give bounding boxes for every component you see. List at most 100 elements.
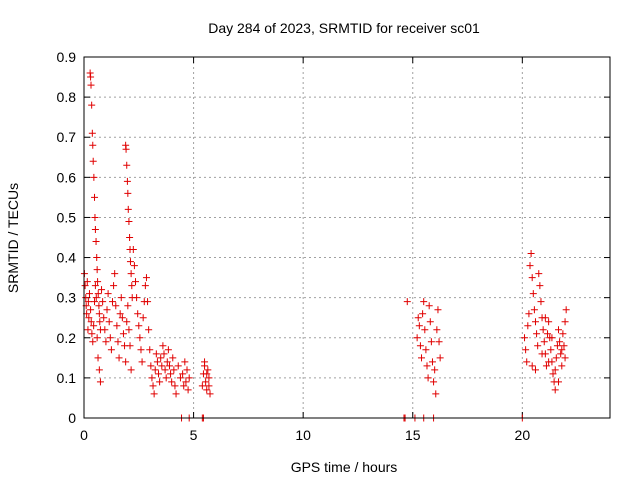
data-point: [559, 330, 567, 338]
data-point: [414, 314, 422, 322]
data-point: [525, 310, 533, 318]
x-tick-label: 20: [515, 427, 531, 443]
data-point: [561, 354, 569, 362]
data-point: [180, 382, 188, 390]
data-point: [556, 338, 564, 346]
data-point: [92, 238, 100, 246]
data-point: [95, 302, 103, 310]
data-point: [91, 193, 99, 201]
data-points: [80, 69, 570, 422]
data-point: [176, 374, 184, 382]
data-point: [132, 278, 140, 286]
data-point: [82, 294, 90, 302]
data-point: [90, 322, 98, 330]
y-tick-label: 0.9: [57, 49, 77, 65]
x-tick-label: 15: [405, 427, 421, 443]
data-point: [554, 326, 562, 334]
data-point: [84, 298, 92, 306]
data-point: [185, 374, 193, 382]
chart-title: Day 284 of 2023, SRMTID for receiver sc0…: [208, 20, 480, 36]
data-point: [436, 354, 444, 362]
data-point: [114, 338, 122, 346]
data-point: [183, 366, 191, 374]
data-point: [123, 318, 131, 326]
data-point: [552, 354, 560, 362]
data-point: [129, 246, 137, 254]
y-axis-label: SRMTID / TECUs: [5, 183, 21, 293]
data-point: [136, 334, 144, 342]
data-point: [123, 161, 131, 169]
data-point: [88, 101, 96, 109]
data-point: [522, 346, 530, 354]
data-point: [125, 326, 133, 334]
data-point: [418, 354, 426, 362]
data-point: [205, 382, 213, 390]
data-point: [413, 334, 421, 342]
data-point: [527, 250, 535, 258]
data-point: [91, 298, 99, 306]
data-point: [88, 129, 96, 137]
x-tick-label: 5: [190, 427, 198, 443]
data-point: [434, 306, 442, 314]
x-tick-label: 0: [80, 427, 88, 443]
data-point: [523, 358, 531, 366]
data-point: [540, 338, 548, 346]
data-point: [84, 326, 92, 334]
data-point: [101, 326, 109, 334]
data-point: [167, 370, 175, 378]
data-point: [560, 342, 568, 350]
data-point: [558, 362, 566, 370]
data-point: [423, 362, 431, 370]
data-point: [172, 390, 180, 398]
data-point: [87, 306, 95, 314]
data-point: [123, 177, 131, 185]
data-point: [538, 350, 546, 358]
data-point: [149, 382, 157, 390]
data-point: [108, 298, 116, 306]
data-point: [104, 290, 112, 298]
x-axis-label: GPS time / hours: [291, 459, 398, 475]
data-point: [165, 362, 173, 370]
data-point: [531, 366, 539, 374]
data-point: [94, 290, 102, 298]
data-point: [420, 298, 428, 306]
data-point: [156, 378, 164, 386]
data-point: [157, 354, 165, 362]
data-point: [544, 330, 552, 338]
data-point: [524, 322, 532, 330]
data-point: [533, 330, 541, 338]
data-point: [107, 346, 115, 354]
data-point: [111, 270, 119, 278]
data-point: [160, 350, 168, 358]
grid-lines: [84, 57, 610, 418]
data-point: [526, 262, 534, 270]
data-point: [124, 189, 132, 197]
y-tick-label: 0.5: [57, 209, 77, 225]
data-point: [93, 334, 101, 342]
data-point: [174, 362, 182, 370]
data-point: [201, 358, 209, 366]
data-point: [164, 346, 172, 354]
data-point: [146, 346, 154, 354]
data-point: [89, 338, 97, 346]
data-point: [181, 358, 189, 366]
data-point: [163, 358, 171, 366]
data-point: [148, 374, 156, 382]
data-point: [122, 358, 130, 366]
data-point: [545, 318, 553, 326]
data-point: [162, 374, 170, 382]
data-point: [87, 73, 95, 81]
data-point: [89, 141, 97, 149]
data-point: [87, 81, 95, 89]
data-point: [134, 310, 142, 318]
data-point: [102, 338, 110, 346]
data-point: [152, 350, 160, 358]
data-point: [94, 278, 102, 286]
data-point: [427, 338, 435, 346]
data-point: [117, 294, 125, 302]
data-point: [422, 346, 430, 354]
data-point: [128, 282, 136, 290]
data-point: [161, 366, 169, 374]
data-point: [553, 342, 561, 350]
y-tick-label: 0.7: [57, 129, 77, 145]
